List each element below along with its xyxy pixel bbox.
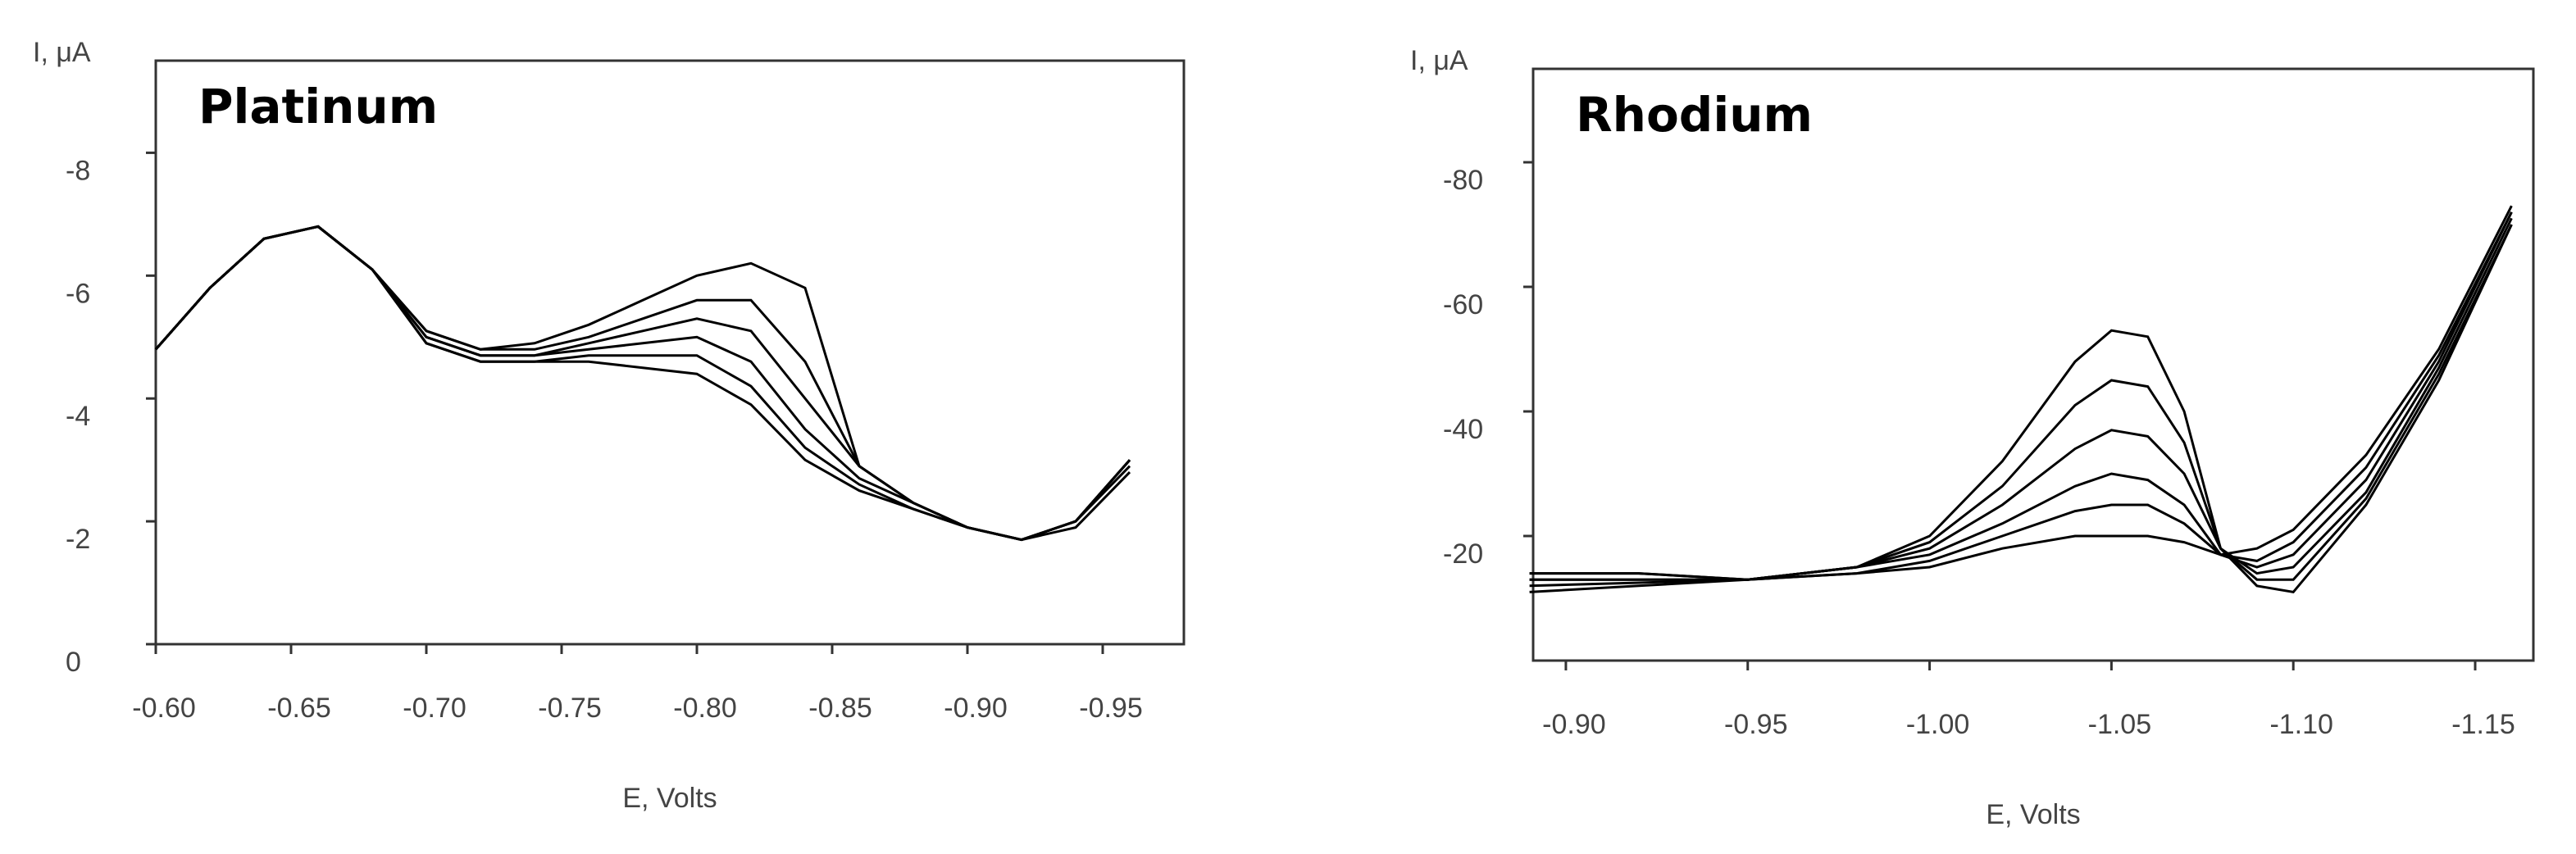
y-tick-label: -2 (66, 524, 90, 555)
data-line (1529, 224, 2513, 588)
data-line (1529, 211, 2513, 581)
y-tick-label: -60 (1443, 289, 1483, 320)
x-tick-label: -0.60 (132, 693, 196, 724)
data-line (1529, 217, 2513, 581)
data-line (1529, 224, 2513, 594)
x-tick-label: -0.80 (673, 693, 737, 724)
y-tick-label: -80 (1443, 165, 1483, 196)
data-line (1529, 211, 2513, 581)
y-tick-label: 0 (66, 647, 81, 678)
x-tick-label: -1.05 (2088, 709, 2152, 740)
x-tick-label: -0.95 (1724, 709, 1788, 740)
x-tick-label: -1.00 (1906, 709, 1970, 740)
x-tick-label: -0.90 (1542, 709, 1606, 740)
data-line (154, 225, 1131, 542)
plot-frame (1531, 67, 2535, 662)
y-tick-label: -20 (1443, 538, 1483, 570)
x-tick-label: -1.15 (2451, 709, 2515, 740)
x-tick-label: -0.90 (944, 693, 1008, 724)
x-tick-label: -0.70 (403, 693, 467, 724)
y-axis-label: I, μA (1410, 45, 1468, 76)
plot-frame (154, 59, 1186, 646)
x-tick-label: -0.75 (538, 693, 602, 724)
x-axis-label: E, Volts (622, 783, 717, 814)
x-tick-label: -0.65 (267, 693, 331, 724)
y-tick-label: -8 (66, 155, 90, 186)
x-axis-label: E, Volts (1986, 799, 2080, 830)
x-tick-label: -0.95 (1079, 693, 1143, 724)
y-axis-label: I, μA (33, 37, 91, 68)
x-tick-label: -1.10 (2269, 709, 2333, 740)
chart-title: Platinum (198, 79, 438, 134)
data-line (154, 225, 1131, 542)
y-tick-label: -6 (66, 278, 90, 309)
y-tick-label: -4 (66, 401, 90, 432)
x-tick-label: -0.85 (808, 693, 872, 724)
chart-title: Rhodium (1576, 87, 1813, 143)
data-line (154, 225, 1131, 542)
y-tick-label: -40 (1443, 414, 1483, 445)
data-line (1529, 205, 2513, 581)
data-line (154, 225, 1131, 542)
data-line (154, 225, 1131, 542)
data-line (154, 225, 1131, 542)
